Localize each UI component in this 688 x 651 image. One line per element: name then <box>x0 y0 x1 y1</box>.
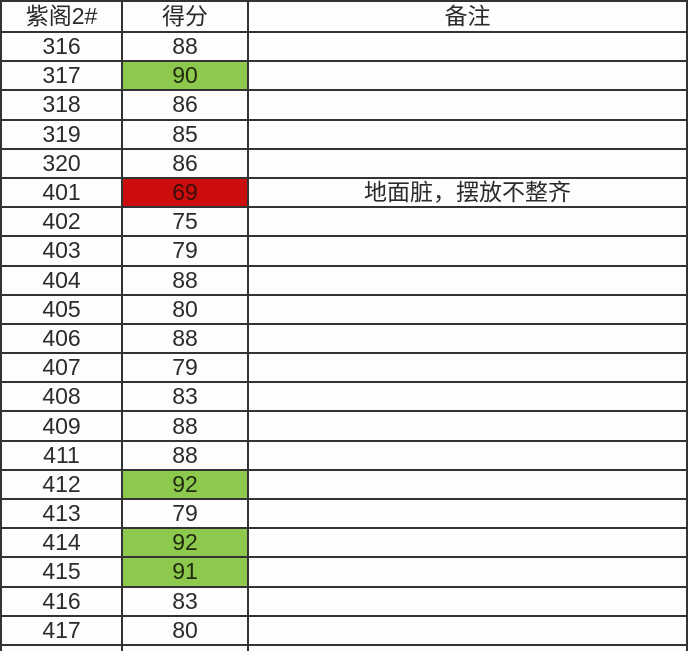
table-row: 320 86 <box>0 147 688 179</box>
table-row: 319 85 <box>0 118 688 150</box>
table-row <box>0 643 688 651</box>
room-cell: 320 <box>0 147 123 179</box>
room-cell: 413 <box>0 497 123 530</box>
score-cell: 91 <box>121 556 249 588</box>
remark-cell <box>247 410 688 442</box>
table-row: 401 69 地面脏，摆放不整齐 <box>0 176 688 209</box>
score-cell: 88 <box>121 264 249 296</box>
room-cell: 417 <box>0 614 123 646</box>
score-cell: 79 <box>121 235 249 267</box>
header-row: 紫阁2# 得分 备注 <box>0 0 688 33</box>
room-cell: 317 <box>0 60 123 92</box>
score-cell: 83 <box>121 381 249 413</box>
remark-cell <box>247 497 688 530</box>
table-row: 317 90 <box>0 60 688 92</box>
table-row: 318 86 <box>0 89 688 121</box>
remark-cell <box>247 235 688 267</box>
table-row: 402 75 <box>0 206 688 238</box>
table-row: 406 88 <box>0 322 688 355</box>
room-cell: 412 <box>0 468 123 501</box>
remark-cell: 地面脏，摆放不整齐 <box>247 176 688 209</box>
table-row: 407 79 <box>0 352 688 384</box>
room-cell: 411 <box>0 439 123 471</box>
remark-cell <box>247 468 688 501</box>
table-row: 404 88 <box>0 264 688 296</box>
score-cell: 92 <box>121 527 249 559</box>
table-row: 414 92 <box>0 527 688 559</box>
score-cell: 88 <box>121 30 249 63</box>
remark-cell <box>247 264 688 296</box>
table-row: 417 80 <box>0 614 688 646</box>
score-cell: 86 <box>121 89 249 121</box>
remark-cell <box>247 293 688 325</box>
remark-cell <box>247 556 688 588</box>
score-cell: 88 <box>121 322 249 355</box>
score-cell: 75 <box>121 206 249 238</box>
room-cell: 415 <box>0 556 123 588</box>
header-building: 紫阁2# <box>0 0 123 33</box>
remark-cell <box>247 527 688 559</box>
remark-cell <box>247 60 688 92</box>
room-cell: 416 <box>0 585 123 617</box>
remark-cell <box>247 643 688 651</box>
table-row: 416 83 <box>0 585 688 617</box>
table-row: 413 79 <box>0 497 688 530</box>
score-cell: 88 <box>121 410 249 442</box>
remark-cell <box>247 118 688 150</box>
remark-cell <box>247 439 688 471</box>
table-row: 405 80 <box>0 293 688 325</box>
score-cell: 88 <box>121 439 249 471</box>
score-cell: 83 <box>121 585 249 617</box>
score-cell: 80 <box>121 293 249 325</box>
remark-cell <box>247 322 688 355</box>
remark-cell <box>247 585 688 617</box>
room-cell: 403 <box>0 235 123 267</box>
remark-cell <box>247 89 688 121</box>
score-cell: 85 <box>121 118 249 150</box>
header-score: 得分 <box>121 0 249 33</box>
remark-cell <box>247 352 688 384</box>
score-cell: 69 <box>121 176 249 209</box>
table-row: 411 88 <box>0 439 688 471</box>
header-remark: 备注 <box>247 0 688 33</box>
room-cell: 406 <box>0 322 123 355</box>
room-cell: 402 <box>0 206 123 238</box>
table-row: 415 91 <box>0 556 688 588</box>
remark-cell <box>247 147 688 179</box>
score-cell: 86 <box>121 147 249 179</box>
remark-cell <box>247 614 688 646</box>
table-row: 408 83 <box>0 381 688 413</box>
remark-cell <box>247 381 688 413</box>
remark-cell <box>247 206 688 238</box>
table-row: 403 79 <box>0 235 688 267</box>
score-cell <box>121 643 249 651</box>
room-cell: 414 <box>0 527 123 559</box>
table-body: 316 88 317 90 318 86 319 85 320 86 401 69 地面脏，摆放不整齐 4… <box>0 30 688 651</box>
table-row: 412 92 <box>0 468 688 501</box>
room-cell <box>0 643 123 651</box>
room-cell: 405 <box>0 293 123 325</box>
room-cell: 408 <box>0 381 123 413</box>
table-row: 409 88 <box>0 410 688 442</box>
score-cell: 79 <box>121 497 249 530</box>
room-cell: 407 <box>0 352 123 384</box>
room-cell: 404 <box>0 264 123 296</box>
score-cell: 90 <box>121 60 249 92</box>
room-cell: 319 <box>0 118 123 150</box>
room-cell: 316 <box>0 30 123 63</box>
score-cell: 92 <box>121 468 249 501</box>
score-cell: 79 <box>121 352 249 384</box>
room-cell: 401 <box>0 176 123 209</box>
room-cell: 318 <box>0 89 123 121</box>
score-cell: 80 <box>121 614 249 646</box>
remark-cell <box>247 30 688 63</box>
room-cell: 409 <box>0 410 123 442</box>
table-row: 316 88 <box>0 30 688 63</box>
